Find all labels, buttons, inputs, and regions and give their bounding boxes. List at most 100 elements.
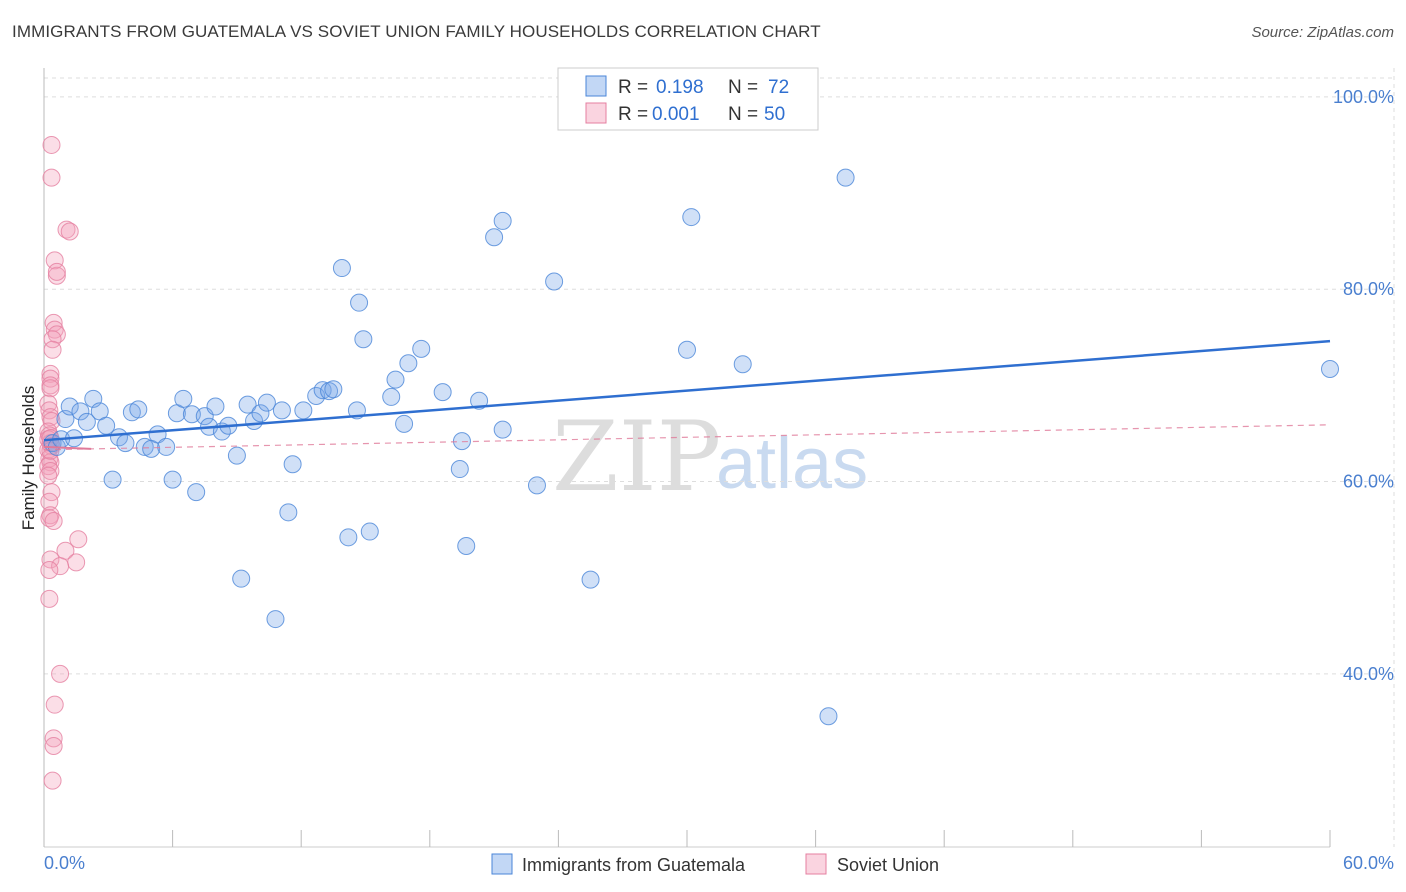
trend-lines xyxy=(43,339,1331,451)
watermark-atlas: atlas xyxy=(716,424,868,504)
guatemala-point-50 xyxy=(360,522,379,541)
guatemala-point-32 xyxy=(238,395,257,414)
soviet-point-11 xyxy=(43,340,62,359)
y-axis-label: Family Households xyxy=(19,386,38,531)
soviet-point-42 xyxy=(40,589,59,608)
y-tick-labels: 40.0% 60.0% 80.0% 100.0% xyxy=(1333,87,1394,684)
guatemala-point-11 xyxy=(103,470,122,489)
soviet-point-2 xyxy=(57,220,76,239)
guatemala-point-62 xyxy=(493,211,512,230)
guatemala-point-52 xyxy=(386,370,405,389)
legend-box: R = 0.198 N = 72 R = 0.001 N = 50 xyxy=(557,67,819,131)
guatemala-trend-line xyxy=(43,339,1331,442)
bottom-legend-swatch-guatemala xyxy=(491,853,513,875)
guatemala-point-57 xyxy=(450,460,469,479)
legend-r-value-1: 0.198 xyxy=(656,77,704,98)
guatemala-point-60 xyxy=(470,391,489,410)
soviet-point-44 xyxy=(45,695,64,714)
guatemala-point-46 xyxy=(339,528,358,547)
guatemala-point-64 xyxy=(527,476,546,495)
legend-r-label-2: R = xyxy=(618,104,648,125)
guatemala-point-40 xyxy=(294,401,313,420)
x-tick-label-max: 60.0% xyxy=(1343,853,1394,873)
soviet-point-13 xyxy=(41,369,60,388)
guatemala-point-36 xyxy=(266,610,285,629)
soviet-point-45 xyxy=(44,729,63,748)
guatemala-point-31 xyxy=(232,569,251,588)
soviet-point-30 xyxy=(39,466,58,485)
soviet-point-46 xyxy=(44,737,63,756)
legend-n-label-2: N = xyxy=(728,104,758,125)
soviet-trend-dashed xyxy=(43,424,1331,451)
guatemala-point-53 xyxy=(395,414,414,433)
guatemala-point-20 xyxy=(163,470,182,489)
soviet-point-47 xyxy=(43,771,62,790)
guatemala-point-22 xyxy=(174,389,193,408)
guatemala-point-51 xyxy=(382,387,401,406)
guatemala-point-69 xyxy=(733,355,752,374)
legend-frame xyxy=(557,67,819,131)
guatemala-point-59 xyxy=(457,536,476,555)
soviet-point-29 xyxy=(41,461,60,480)
x-axis-ticks xyxy=(43,830,1331,847)
legend-r-value-2: 0.001 xyxy=(652,104,700,125)
guatemala-point-61 xyxy=(485,228,504,247)
guatemala-point-35 xyxy=(257,393,276,412)
guatemala-point-24 xyxy=(187,483,206,502)
guatemala-point-68 xyxy=(682,208,701,227)
legend-n-value-1: 72 xyxy=(768,77,789,98)
soviet-point-15 xyxy=(41,379,60,398)
guatemala-point-63 xyxy=(493,420,512,439)
y-tick-label-100: 100.0% xyxy=(1333,87,1394,107)
guatemala-point-66 xyxy=(581,570,600,589)
guatemala-point-54 xyxy=(399,354,418,373)
soviet-point-43 xyxy=(51,664,70,683)
legend-r-label-1: R = xyxy=(618,77,648,98)
bottom-legend: Immigrants from Guatemala Soviet Union xyxy=(491,853,939,875)
guatemala-points xyxy=(43,168,1339,726)
guatemala-point-13 xyxy=(116,434,135,453)
chart-title: IMMIGRANTS FROM GUATEMALA VS SOVIET UNIO… xyxy=(12,22,821,41)
legend-swatch-soviet xyxy=(585,102,607,124)
bottom-legend-label-soviet: Soviet Union xyxy=(837,855,939,875)
soviet-point-32 xyxy=(40,492,59,511)
bottom-legend-label-guatemala: Immigrants from Guatemala xyxy=(522,855,746,875)
guatemala-point-4 xyxy=(60,397,79,416)
soviet-point-6 xyxy=(47,262,66,281)
guatemala-point-49 xyxy=(354,330,373,349)
guatemala-point-45 xyxy=(332,259,351,278)
guatemala-point-48 xyxy=(350,293,369,312)
soviet-point-10 xyxy=(43,330,62,349)
soviet-point-4 xyxy=(45,251,64,270)
bottom-legend-swatch-soviet xyxy=(805,853,827,875)
y-tick-label-40: 40.0% xyxy=(1343,664,1394,684)
legend-n-value-2: 50 xyxy=(764,104,785,125)
guatemala-point-34 xyxy=(251,404,270,423)
soviet-point-3 xyxy=(60,222,79,241)
y-tick-label-80: 80.0% xyxy=(1343,279,1394,299)
soviet-point-1 xyxy=(42,168,61,187)
soviet-point-0 xyxy=(42,135,61,154)
guatemala-point-6 xyxy=(71,402,90,421)
guatemala-point-7 xyxy=(77,412,96,431)
watermark-zip: ZIP xyxy=(552,401,721,513)
guatemala-point-72 xyxy=(1321,360,1339,379)
guatemala-point-65 xyxy=(545,272,564,291)
legend-swatch-guatemala xyxy=(585,75,607,97)
guatemala-point-16 xyxy=(135,437,154,456)
guatemala-point-71 xyxy=(836,168,855,187)
legend-n-label-1: N = xyxy=(728,77,758,98)
soviet-point-35 xyxy=(44,511,63,530)
y-tick-label-60: 60.0% xyxy=(1343,472,1394,492)
guatemala-point-39 xyxy=(283,455,302,474)
guatemala-point-55 xyxy=(412,339,431,358)
x-tick-label-min: 0.0% xyxy=(44,853,85,873)
soviet-point-5 xyxy=(47,266,66,285)
guatemala-point-67 xyxy=(678,340,696,359)
guatemala-point-44 xyxy=(324,380,343,399)
guatemala-point-30 xyxy=(227,446,246,465)
guatemala-point-38 xyxy=(279,503,298,522)
soviet-union-points xyxy=(39,135,88,790)
soviet-trend-solid xyxy=(43,445,92,450)
guatemala-point-27 xyxy=(206,397,225,416)
